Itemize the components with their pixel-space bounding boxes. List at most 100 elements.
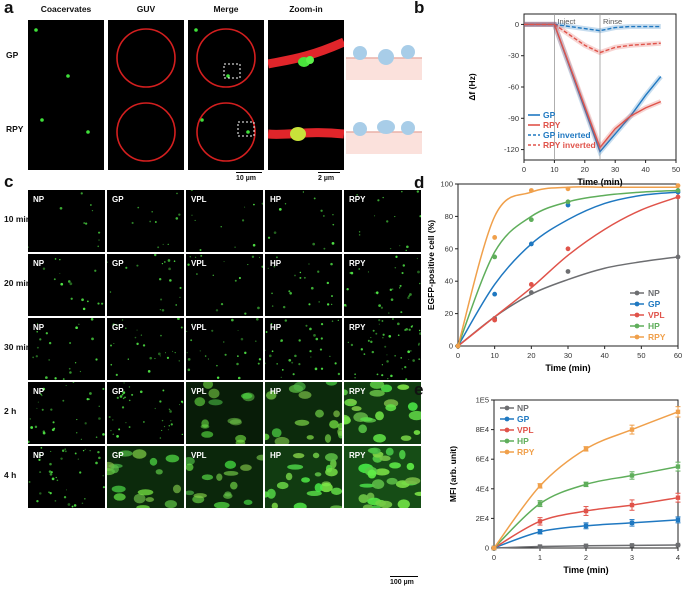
scale-bar-label: 2 µm (318, 175, 335, 182)
microscopy-image: HP (265, 382, 342, 444)
panel-c-label: c (4, 172, 14, 191)
data-point (583, 543, 589, 548)
data-point (565, 186, 571, 192)
data-point (629, 520, 635, 526)
panel-c-row-label: 30 min (4, 342, 31, 352)
data-point (675, 183, 681, 189)
x-tick-label: 2 (584, 553, 588, 562)
microscopy-image: RPY (344, 446, 421, 508)
data-point (675, 188, 681, 193)
data-point (675, 409, 681, 415)
y-tick-label: 80 (445, 212, 453, 221)
microscopy-image: NP (28, 318, 105, 380)
legend-entry: GP (517, 414, 530, 424)
membrane-schematic (346, 20, 426, 96)
fit-line (457, 186, 678, 347)
tile-label: GP (112, 259, 124, 268)
x-tick-label: 40 (641, 165, 649, 174)
data-point (565, 246, 571, 252)
y-tick-label: 0 (515, 20, 519, 29)
tile-label: GP (112, 195, 124, 204)
microscopy-image: HP (265, 254, 342, 316)
y-tick-label: -90 (508, 114, 519, 123)
data-point (675, 464, 681, 469)
y-axis-label: Δf (Hz) (467, 73, 477, 101)
tile-label: NP (33, 451, 45, 460)
microscopy-image (188, 94, 264, 170)
microscopy-image: GP (107, 318, 184, 380)
data-point (675, 495, 681, 500)
legend-entry: NP (517, 403, 529, 413)
data-point (492, 291, 498, 297)
microscopy-image (108, 20, 184, 96)
legend-entry: RPY (517, 447, 535, 457)
microscopy-image: GP (107, 382, 184, 444)
tile-label: VPL (191, 259, 207, 268)
data-point (537, 483, 543, 489)
tile-label: VPL (191, 195, 207, 204)
data-point (583, 523, 589, 528)
tile-label: HP (270, 451, 282, 460)
y-tick-label: 0 (485, 544, 489, 553)
microscopy-image: VPL (186, 318, 263, 380)
microscopy-image (28, 20, 104, 96)
scale-bar (390, 576, 418, 577)
legend-marker (634, 312, 640, 318)
scale-bar (236, 172, 262, 173)
y-tick-label: 60 (445, 244, 453, 253)
legend-marker (504, 416, 510, 422)
x-tick-label: 10 (550, 165, 558, 174)
tile-label: GP (112, 451, 124, 460)
data-point (675, 254, 681, 260)
legend-entry: RPY inverted (543, 140, 596, 150)
y-tick-label: 0 (449, 342, 453, 351)
microscopy-image: NP (28, 254, 105, 316)
scale-bar-label: 100 µm (390, 579, 414, 586)
microscopy-image: VPL (186, 254, 263, 316)
chart-d-egfp: 0 10 20 30 40 50 60 0 20 40 60 80 100 Time (min) EGFP-… (426, 180, 682, 374)
fit-line (457, 191, 679, 347)
panel-a-label: a (4, 0, 14, 17)
tile-label: HP (270, 387, 282, 396)
microscopy-image (188, 20, 264, 96)
y-tick-label: -60 (508, 83, 519, 92)
y-tick-label: 4E4 (476, 484, 489, 493)
x-tick-label: 3 (630, 553, 634, 562)
event-annotation: Rinse (603, 17, 622, 26)
microscopy-image: NP (28, 446, 105, 508)
data-point (537, 529, 543, 534)
x-tick-label: 0 (522, 165, 526, 174)
legend-marker (504, 438, 510, 444)
data-point (491, 545, 497, 551)
panel-e-label: e (414, 380, 424, 399)
panel-a-column-title: Merge (213, 4, 239, 14)
x-axis-label: Time (min) (563, 565, 608, 575)
microscopy-image: NP (28, 382, 105, 444)
data-point (565, 269, 571, 274)
y-tick-label: -30 (508, 51, 519, 60)
tile-label: HP (270, 323, 282, 332)
microscopy-image: RPY (344, 318, 421, 380)
legend-entry: GP (648, 299, 661, 309)
legend-entry: VPL (517, 425, 534, 435)
data-point (583, 482, 589, 487)
legend-marker (634, 323, 640, 329)
data-point (528, 241, 534, 247)
data-point (537, 501, 543, 506)
tile-label: HP (270, 195, 282, 204)
microscopy-image (28, 94, 104, 170)
data-point (583, 508, 589, 514)
legend-entry: GP inverted (543, 130, 591, 140)
tile-label: GP (112, 323, 124, 332)
microscopy-image: NP (28, 190, 105, 252)
microscopy-image: RPY (344, 190, 421, 252)
legend-entry: RPY (648, 332, 666, 342)
event-annotation: Inject (557, 17, 576, 26)
panel-d-label: d (414, 173, 425, 192)
tile-label: VPL (191, 451, 207, 460)
data-point (537, 544, 543, 549)
data-point (629, 502, 635, 508)
y-tick-label: 1E5 (476, 396, 489, 405)
panel-c-row-label: 4 h (4, 470, 17, 480)
fit-line (457, 196, 679, 347)
